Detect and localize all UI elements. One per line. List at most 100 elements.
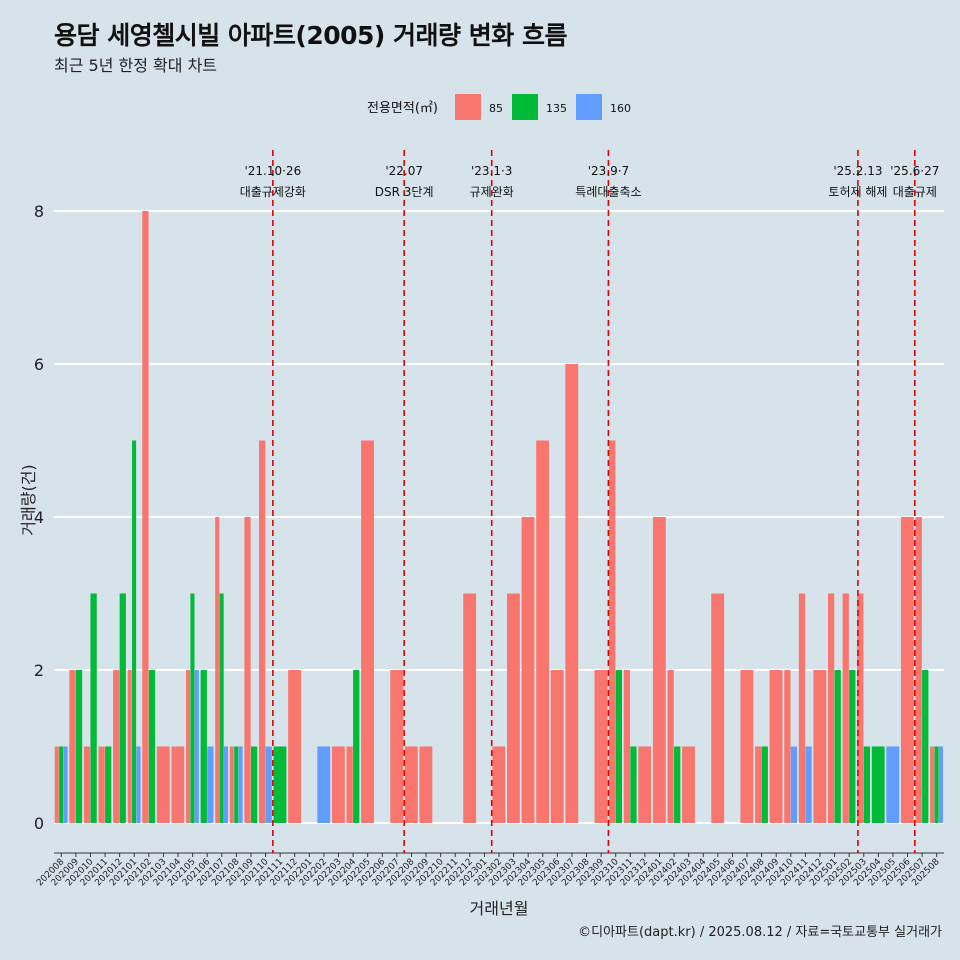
bar-135-202503 [863,746,871,823]
legend-title: 전용면적(㎡) [367,101,438,116]
bar-160-202008 [63,746,68,823]
bar-85-202503 [857,593,864,823]
y-tick-label: 6 [34,355,44,374]
bar-135-202502 [849,670,856,823]
bar-135-202508 [934,746,939,823]
y-tick-label: 2 [34,661,44,680]
bar-135-202402 [674,746,681,823]
bar-85-202205 [361,440,374,823]
y-tick-label: 4 [34,508,44,527]
bar-135-202204 [353,670,360,823]
bar-85-202109 [244,517,251,823]
bar-85-202309 [594,670,608,823]
event-label: 규제완화 [470,185,514,199]
event-date: '21.10·26 [244,164,301,178]
bar-85-202409 [769,670,783,823]
bar-135-202102 [148,670,156,823]
event-label: 특례대출축소 [575,185,641,199]
y-tick-label: 8 [34,202,44,221]
bar-85-202010 [83,746,91,823]
bar-85-202104 [171,746,185,823]
event-label: 대출규제강화 [240,185,306,199]
bar-85-202410 [784,670,791,823]
bar-85-202203 [331,746,345,823]
y-tick-label: 0 [34,814,44,833]
bar-160-202411 [805,746,812,823]
bar-85-202108 [229,746,234,823]
chart-title: 용담 세영첼시빌 아파트(2005) 거래량 변화 흐름 [54,21,567,50]
bar-85-202502 [842,593,849,823]
event-date: '25.6·27 [890,164,939,178]
bar-85-202508 [930,746,935,823]
bar-160-202410 [790,746,798,823]
bar-85-202008 [54,746,59,823]
bar-135-202507 [922,670,929,823]
bar-85-202305 [536,440,550,823]
event-label: 토허제 해제 [828,185,887,199]
bar-85-202306 [550,670,564,823]
legend-label-135: 135 [546,102,567,115]
bar-85-202212 [463,593,477,823]
bar-85-202407 [740,670,754,823]
bar-85-202401 [652,517,666,823]
bar-160-202202 [317,746,331,823]
bar-85-202012 [113,670,120,823]
bar-135-202107 [219,593,224,823]
bar-135-202108 [234,746,239,823]
bar-85-202412 [813,670,827,823]
bar-135-202106 [200,670,207,823]
bar-85-202102 [142,211,149,823]
event-date: '23.1·3 [471,164,512,178]
bar-85-202408 [755,746,762,823]
bar-85-202310 [609,440,616,823]
bar-135-202105 [190,593,195,823]
bar-85-202105 [186,670,191,823]
legend-swatch-135 [512,94,538,120]
bar-85-202303 [507,593,520,823]
bar-160-202105 [194,670,199,823]
source-caption: ©디아파트(dapt.kr) / 2025.08.12 / 자료=국토교통부 실… [578,925,942,940]
bar-85-202107 [215,517,220,823]
bar-85-202402 [667,670,674,823]
bar-160-202108 [238,746,243,823]
bar-135-202111 [273,746,287,823]
bar-85-202101 [127,670,132,823]
legend-label-160: 160 [610,102,631,115]
legend-label-85: 85 [489,102,503,115]
bar-160-202106 [207,746,214,823]
event-label: 대출규제 [893,185,937,199]
bar-85-202207 [390,670,404,823]
bar-85-202507 [915,517,922,823]
bar-135-202501 [834,670,841,823]
bar-135-202109 [250,746,258,823]
bar-85-202110 [258,440,266,823]
bar-85-202009 [69,670,76,823]
bar-135-202408 [761,746,768,823]
bar-85-202501 [828,593,835,823]
event-date: '22.07 [385,164,423,178]
bar-85-202011 [98,746,105,823]
event-label: DSR 3단계 [375,185,434,199]
bar-135-202310 [615,670,622,823]
bar-135-202009 [75,670,83,823]
bar-135-202311 [630,746,637,823]
bar-85-202312 [638,746,652,823]
bar-85-202304 [521,517,535,823]
bar-160-202110 [265,746,272,823]
bar-85-202403 [682,746,695,823]
bar-85-202209 [419,746,433,823]
bar-85-202311 [623,670,631,823]
bar-160-202101 [136,746,141,823]
chart-subtitle: 최근 5년 한정 확대 차트 [54,56,218,75]
bar-85-202103 [156,746,170,823]
bar-85-202307 [565,364,579,823]
bar-85-202302 [492,746,506,823]
bar-135-202010 [90,593,97,823]
bar-85-202112 [288,670,302,823]
bar-85-202405 [711,593,725,823]
bar-160-202508 [938,746,943,823]
bar-135-202504 [871,746,885,823]
bar-85-202411 [798,593,806,823]
x-axis-title: 거래년월 [470,899,529,918]
